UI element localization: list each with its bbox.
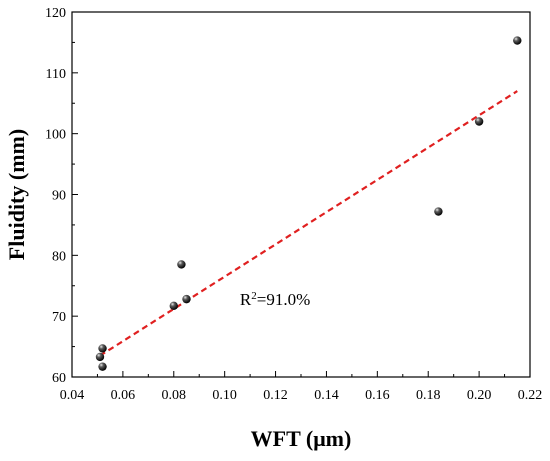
annotation-r: R	[240, 290, 252, 309]
x-tick-label: 0.06	[111, 388, 136, 403]
data-point	[513, 36, 522, 45]
data-point	[177, 260, 186, 269]
x-axis-title: WFT (μm)	[251, 426, 352, 451]
data-point	[434, 207, 443, 216]
x-tick-label: 0.22	[518, 388, 543, 403]
data-point	[98, 344, 107, 353]
y-tick-label: 110	[46, 67, 66, 82]
y-tick-label: 120	[45, 6, 66, 21]
y-tick-label: 100	[45, 128, 66, 143]
y-axis-ticks: 60 70 80 90 100 110 120	[45, 6, 78, 386]
x-tick-label: 0.20	[467, 388, 492, 403]
x-tick-label: 0.12	[263, 388, 288, 403]
x-tick-label: 0.10	[212, 388, 237, 403]
x-tick-label: 0.08	[162, 388, 187, 403]
x-tick-label: 0.16	[365, 388, 390, 403]
r-squared-annotation: R2=91.0%	[240, 290, 310, 309]
x-tick-label: 0.14	[314, 388, 339, 403]
y-tick-label: 60	[52, 371, 66, 386]
data-points	[95, 36, 522, 371]
y-axis-title: Fluidity (mm)	[4, 129, 29, 260]
annotation-superscript: 2	[251, 290, 257, 302]
linear-fit-line	[99, 90, 518, 357]
y-tick-label: 70	[52, 310, 66, 325]
x-tick-label: 0.04	[60, 388, 85, 403]
data-point	[474, 117, 484, 126]
x-tick-label: 0.18	[416, 388, 441, 403]
x-axis-ticks: 0.04 0.06 0.08 0.10 0.12 0.14 0.16 0.18 0.20 0.22	[60, 371, 543, 403]
annotation-value: =91.0%	[257, 290, 311, 309]
y-tick-label: 90	[52, 189, 66, 204]
data-point	[169, 301, 178, 311]
data-point	[182, 294, 191, 304]
data-point	[98, 362, 107, 371]
y-tick-label: 80	[52, 249, 66, 264]
plot-frame	[71, 11, 531, 378]
data-point	[95, 352, 105, 362]
